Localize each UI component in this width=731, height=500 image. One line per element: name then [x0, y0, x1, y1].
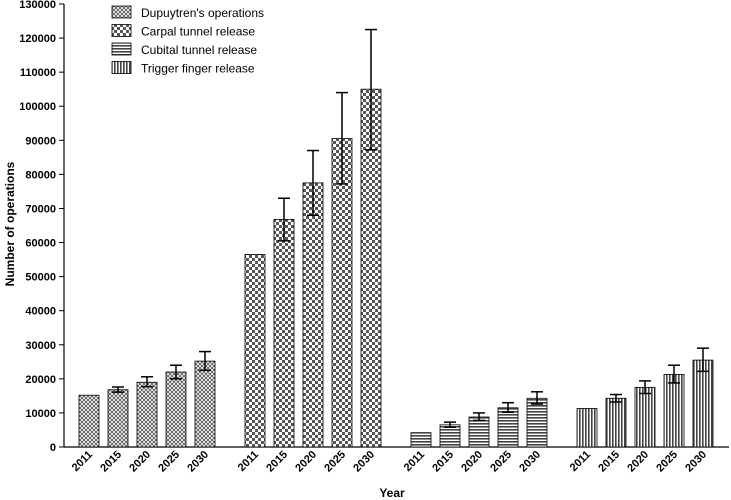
- bar: [107, 389, 129, 448]
- x-tick-label: 2020: [625, 449, 651, 475]
- bar: [244, 254, 266, 448]
- bar: [331, 138, 353, 448]
- error-bars: [112, 28, 709, 428]
- y-tick-label: 70000: [25, 203, 56, 215]
- x-tick-label: 2011: [70, 449, 95, 474]
- x-tick-label: 2011: [568, 449, 593, 474]
- bar: [78, 394, 100, 448]
- bar: [136, 381, 158, 448]
- bar: [165, 371, 187, 448]
- x-tick-label: 2015: [596, 449, 622, 475]
- y-tick-label: 80000: [25, 169, 56, 181]
- bar: [273, 218, 295, 448]
- x-tick-label: 2030: [351, 449, 377, 475]
- x-tick-label: 2020: [127, 449, 153, 475]
- x-tick-label: 2020: [293, 449, 319, 475]
- x-tick-label: 2025: [322, 449, 348, 475]
- y-tick-label: 100000: [19, 101, 56, 113]
- y-tick-label: 20000: [25, 374, 56, 386]
- bar: [526, 397, 548, 448]
- y-tick-label: 120000: [19, 33, 56, 45]
- bar: [576, 408, 598, 448]
- bar: [468, 416, 490, 448]
- bar: [692, 359, 714, 448]
- y-tick-label: 10000: [25, 408, 56, 420]
- x-tick-label: 2015: [430, 449, 456, 475]
- legend-label: Cubital tunnel release: [141, 43, 257, 57]
- x-tick-label: 2030: [185, 449, 211, 475]
- bar: [410, 432, 432, 448]
- y-tick-label: 0: [50, 442, 56, 454]
- y-tick-label: 110000: [20, 67, 56, 79]
- bars: [78, 88, 714, 448]
- bar: [634, 386, 656, 448]
- legend-label: Trigger finger release: [141, 62, 255, 76]
- x-tick-label: 2015: [98, 449, 124, 475]
- bar: [663, 374, 685, 448]
- x-axis-title: Year: [379, 486, 405, 500]
- legend-label: Dupuytren's operations: [141, 6, 264, 20]
- x-tick-label: 2020: [459, 449, 485, 475]
- bar: [302, 182, 324, 448]
- legend-swatch: [111, 5, 132, 19]
- x-tick-label: 2025: [488, 449, 514, 475]
- legend-swatch: [111, 61, 132, 74]
- bar: [194, 360, 216, 448]
- bar: [439, 424, 461, 448]
- bar: [497, 407, 519, 448]
- y-tick-label: 130000: [19, 0, 56, 11]
- y-axis-title: Number of operations: [3, 161, 17, 286]
- y-tick-label: 90000: [25, 135, 56, 147]
- y-tick-label: 30000: [25, 340, 56, 352]
- x-tick-label: 2025: [156, 449, 182, 475]
- y-tick-label: 50000: [25, 272, 56, 284]
- legend-swatch: [111, 42, 132, 56]
- legend-label: Carpal tunnel release: [141, 25, 255, 39]
- legend-swatch: [111, 24, 132, 37]
- x-tick-label: 2030: [683, 449, 709, 475]
- x-tick-label: 2025: [654, 449, 680, 475]
- x-tick-label: 2015: [264, 449, 290, 475]
- x-tick-label: 2030: [517, 449, 543, 475]
- x-tick-label: 2011: [402, 449, 427, 474]
- legend: Dupuytren's operations Carpal tunnel rele…: [111, 5, 264, 76]
- y-tick-label: 40000: [25, 306, 56, 318]
- bar: [605, 397, 627, 448]
- x-tick-label: 2011: [236, 449, 261, 474]
- y-tick-label: 60000: [25, 238, 56, 250]
